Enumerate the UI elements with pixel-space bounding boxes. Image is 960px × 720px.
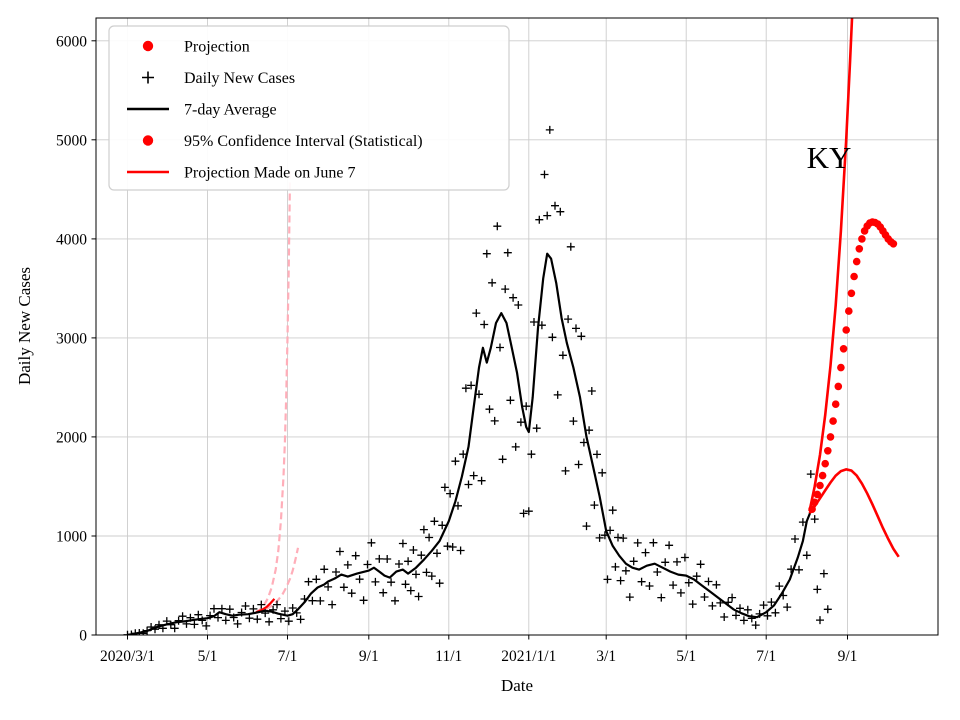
projection-dot: [855, 245, 864, 253]
x-tick-label: 9/1: [359, 648, 379, 665]
x-tick-label: 2020/3/1: [100, 648, 155, 665]
projection-dot: [834, 382, 843, 391]
projection-dot: [818, 471, 827, 480]
legend-label: 7-day Average: [184, 102, 277, 119]
legend: Projection Daily New Cases 7-day Average 95…: [108, 25, 510, 191]
series-projection-trend-line: [808, 468, 900, 558]
legend-marker-plus: [142, 71, 154, 84]
projection-dot: [824, 447, 832, 455]
x-tick-label: 3/1: [596, 648, 616, 665]
legend-label: Daily New Cases: [184, 70, 295, 87]
axes-frame: [95, 17, 939, 636]
legend-box: [108, 25, 510, 191]
projection-dot: [850, 272, 858, 281]
projection-dot: [831, 400, 840, 409]
projection-dot: [810, 498, 819, 507]
projection-dot: [821, 459, 829, 468]
projection-dot: [839, 345, 848, 353]
y-tick-label: 6000: [56, 33, 87, 50]
projection-dot: [808, 505, 816, 513]
series-projection-upper-line: [808, 18, 854, 512]
legend-label: 95% Confidence Interval (Statistical): [184, 133, 423, 150]
x-tick-label: 2021/1/1: [501, 648, 556, 665]
y-tick-label: 3000: [56, 330, 87, 347]
x-tick-label: 11/1: [435, 648, 462, 665]
legend-marker-dot: [142, 135, 154, 146]
projection-dot: [845, 307, 853, 315]
projection-dot: [842, 326, 850, 334]
x-tick-label: 7/1: [756, 648, 776, 665]
projection-dot: [847, 289, 856, 298]
projection-dot: [858, 235, 866, 243]
projection-dot: [829, 417, 837, 425]
y-axis-label: Daily New Cases: [15, 267, 34, 385]
y-tick-label: 1000: [56, 529, 87, 546]
projection-dot: [889, 240, 898, 248]
x-tick-label: 7/1: [278, 648, 298, 665]
x-tick-label: 5/1: [676, 648, 696, 665]
projection-dot: [816, 481, 824, 490]
y-tick-label: 2000: [56, 429, 87, 446]
x-tick-label: 9/1: [838, 648, 858, 665]
x-axis-label: Date: [501, 676, 533, 695]
legend-label: Projection: [184, 39, 250, 56]
y-tick-label: 4000: [56, 231, 87, 248]
y-tick-label: 0: [79, 628, 87, 645]
series-7day-average: [127, 252, 812, 635]
y-tick-label: 5000: [56, 132, 87, 149]
projection-dot: [837, 363, 845, 372]
state-annotation: KY: [807, 140, 852, 175]
legend-marker-dot: [142, 40, 154, 52]
legend-label: Projection Made on June 7: [184, 165, 356, 182]
projection-dot: [813, 490, 822, 499]
x-tick-label: 5/1: [198, 648, 218, 665]
axis-ticks: 2020/3/1 5/1 7/1 9/1 11/1 2021/1/1 3/1 5/1 7/1 9/…: [56, 33, 857, 665]
series-projection-dots: [808, 218, 898, 513]
projection-dot: [852, 257, 861, 266]
projection-dot: [826, 433, 835, 441]
